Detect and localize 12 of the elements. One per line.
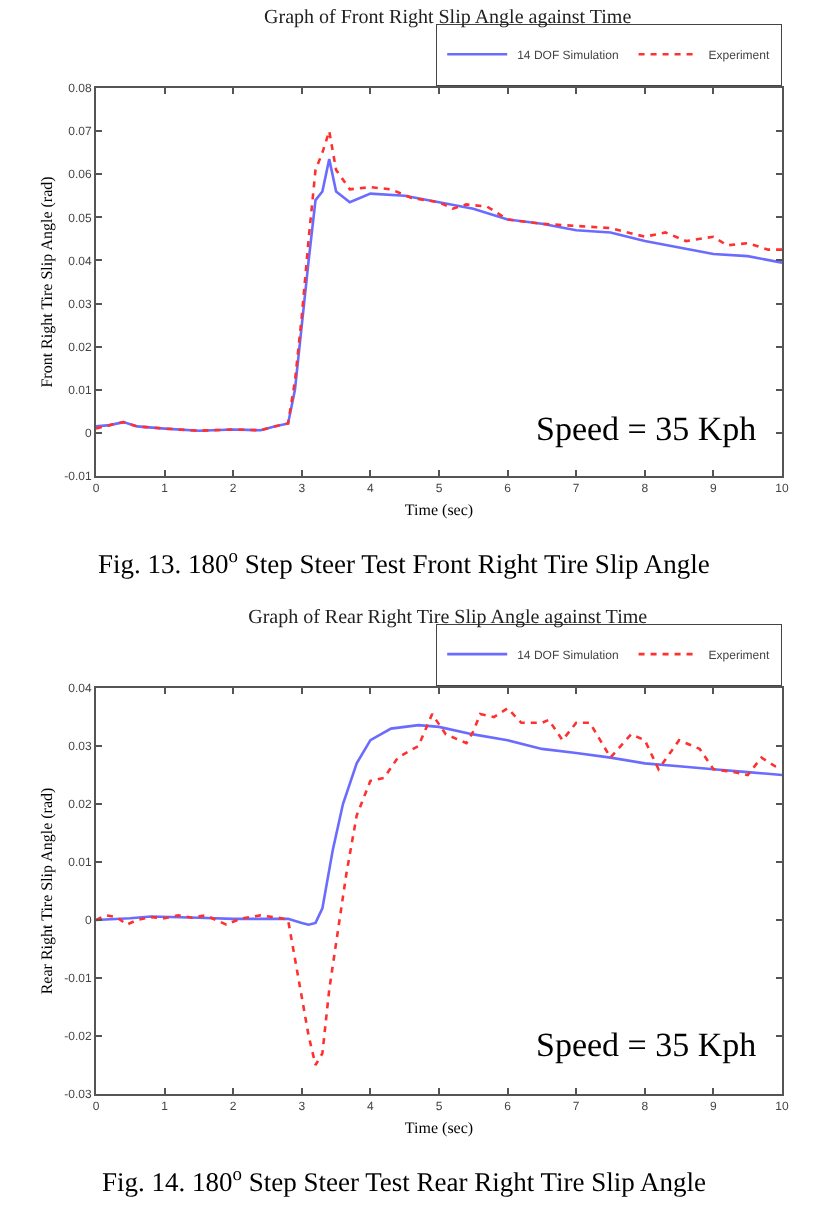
- caption: Fig. 14. 180$^{o}$ Step Steer Test Rear Right Tire Slip Angle: [102, 1166, 707, 1198]
- annotation: Speed = 35 Kph: [536, 410, 758, 448]
- line-series: [96, 707, 782, 1067]
- annotation: Speed = 35 Kph: [536, 1026, 758, 1064]
- chart-title: Graph of Rear Right Tire Slip Angle against Time: [248, 607, 649, 630]
- y-axis-title: Rear Right Tire Slip Angle (rad): [37, 787, 56, 995]
- caption: Fig. 13. 180$^{o}$ Step Steer Test Front Right Tire Slip Angle: [98, 548, 710, 580]
- chart-title: Graph of Front Right Slip Angle against Time: [264, 7, 633, 29]
- y-axis-title: Front Right Tire Slip Angle (rad): [37, 175, 56, 388]
- x-axis-title: Time (sec): [404, 500, 474, 519]
- line-series: [96, 723, 782, 926]
- x-axis-title: Time (sec): [404, 1118, 474, 1137]
